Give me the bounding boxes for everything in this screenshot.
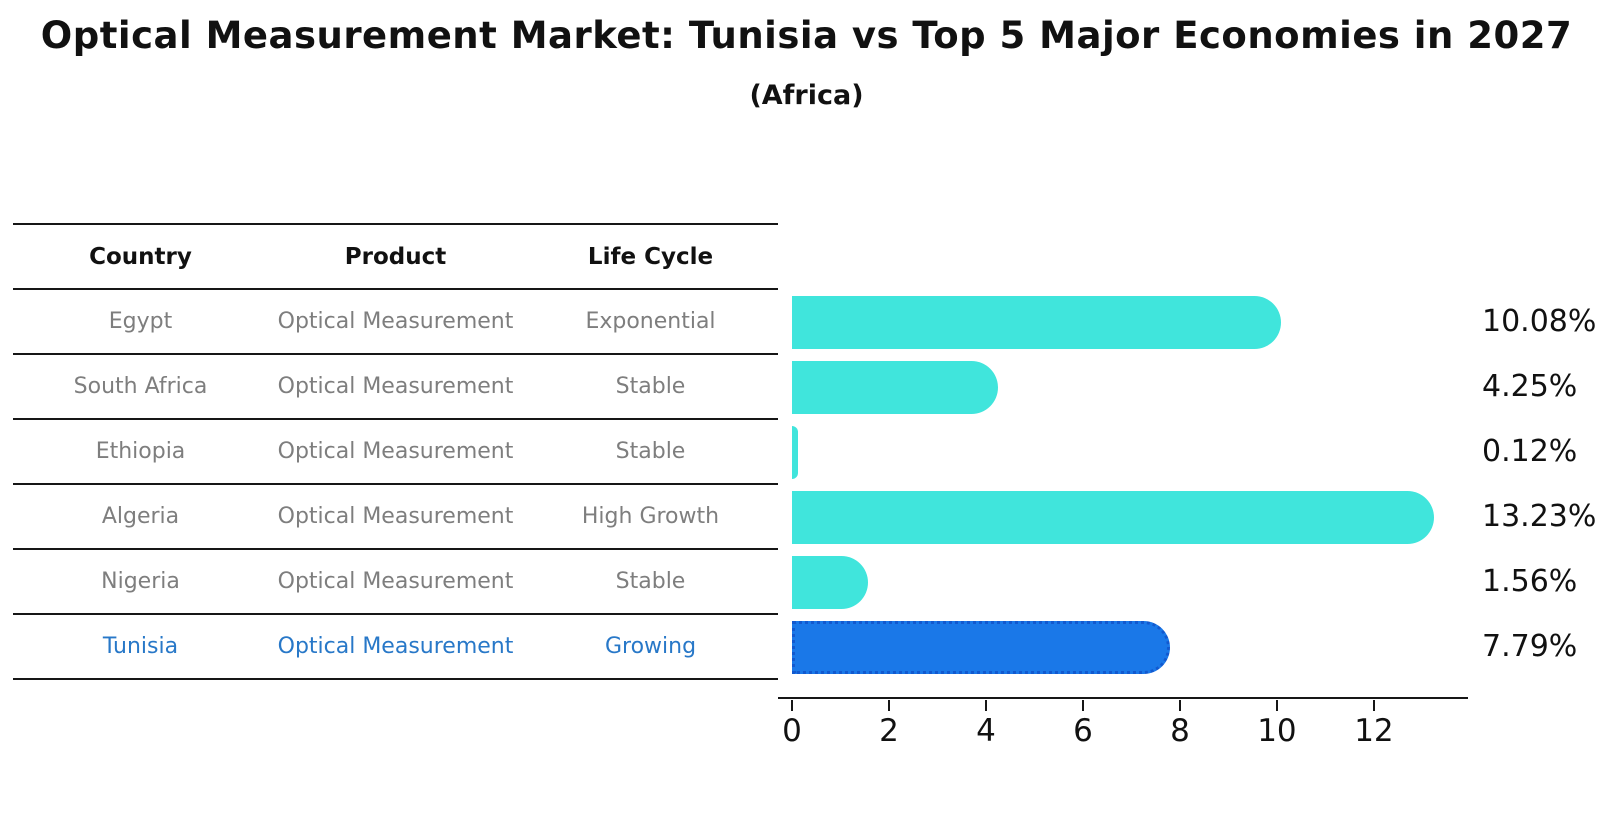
cell-product: Optical Measurement [277,504,514,529]
cell-country: Tunisia [102,634,179,659]
value-label-egypt: 10.08% [1482,304,1597,339]
value-label-south-africa: 4.25% [1482,369,1578,404]
cell-product: Optical Measurement [277,634,514,659]
cell-product: Optical Measurement [277,569,514,594]
x-axis-tick [1178,700,1181,711]
value-label-algeria: 13.23% [1482,499,1597,534]
value-label-column: 10.08% 4.25% 0.12% 13.23% 1.56% 7.79% [1482,0,1612,823]
bar-chart: 0 2 4 6 8 10 12 [778,223,1468,749]
table-row-egypt: Egypt Optical Measurement Exponential [13,290,778,355]
page-title: Optical Measurement Market: Tunisia vs T… [40,14,1573,57]
cell-life-cycle: Stable [615,439,686,464]
x-axis-tick-label: 8 [1170,713,1190,749]
table-header-row: Country Product Life Cycle [13,225,778,290]
table-row-tunisia: Tunisia Optical Measurement Growing [13,615,778,680]
column-header-life-cycle: Life Cycle [587,243,714,270]
bar-nigeria [792,556,868,609]
x-axis-tick-label: 2 [879,713,899,749]
x-axis-tick-label: 0 [782,713,802,749]
x-axis-tick [887,700,890,711]
cell-life-cycle: Stable [615,569,686,594]
column-header-country: Country [89,243,192,270]
x-axis-tick [1081,700,1084,711]
x-axis-line [778,697,1468,699]
cell-life-cycle: Growing [604,634,697,659]
cell-country: South Africa [73,374,208,399]
bar-algeria [792,491,1434,544]
table-row-ethiopia: Ethiopia Optical Measurement Stable [13,420,778,485]
cell-country: Egypt [108,309,173,334]
x-axis-tick [791,700,793,711]
x-axis-tick [1275,700,1278,711]
x-axis-tick-label: 10 [1257,713,1297,749]
cell-country: Algeria [101,504,180,529]
page-subtitle: (Africa) [749,80,864,111]
x-axis-tick [984,700,987,711]
cell-life-cycle: Stable [615,374,686,399]
column-header-product: Product [344,243,447,270]
cell-product: Optical Measurement [277,374,514,399]
comparison-table: Country Product Life Cycle Egypt Optical… [13,223,778,680]
table-row-south-africa: South Africa Optical Measurement Stable [13,355,778,420]
value-label-ethiopia: 0.12% [1482,434,1578,469]
cell-country: Nigeria [101,569,180,594]
cell-life-cycle: Exponential [585,309,716,334]
table-row-algeria: Algeria Optical Measurement High Growth [13,485,778,550]
cell-country: Ethiopia [95,439,186,464]
cell-product: Optical Measurement [277,439,514,464]
table-row-nigeria: Nigeria Optical Measurement Stable [13,550,778,615]
x-axis-tick-label: 4 [976,713,996,749]
value-label-tunisia: 7.79% [1482,629,1578,664]
bar-south-africa [792,361,999,414]
value-label-nigeria: 1.56% [1482,564,1578,599]
x-axis-tick-label: 12 [1354,713,1394,749]
bar-egypt [792,296,1281,349]
x-axis-tick-label: 6 [1073,713,1093,749]
bar-ethiopia [792,426,798,479]
x-axis-tick [1372,700,1375,711]
bar-tunisia [792,621,1170,674]
cell-life-cycle: High Growth [581,504,720,529]
cell-product: Optical Measurement [277,309,514,334]
